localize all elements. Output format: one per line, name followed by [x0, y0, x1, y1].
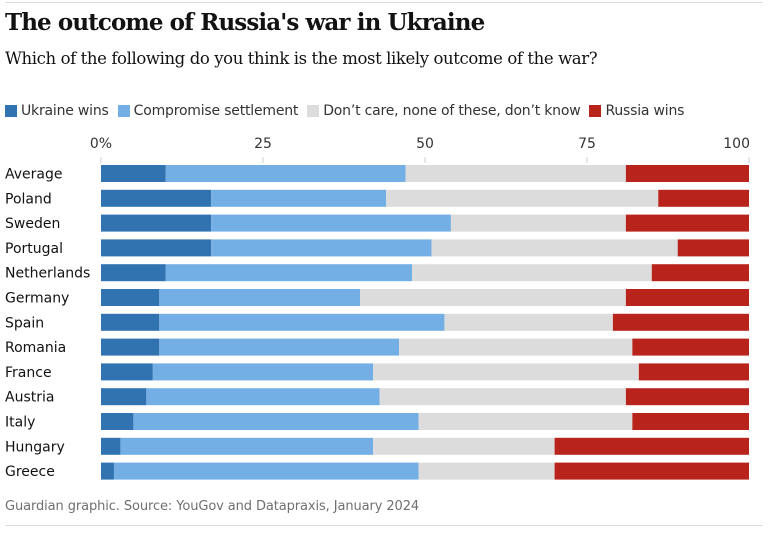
bar-segment-don-t-care-none-of-these-don-t-know: [373, 363, 639, 381]
bar-segment-russia-wins: [554, 462, 749, 480]
legend-swatch: [117, 105, 130, 117]
bottom-rule: [5, 525, 763, 526]
bar-segment-russia-wins: [612, 313, 749, 331]
legend-label: Compromise settlement: [133, 103, 299, 119]
x-tick-label: 0%: [90, 136, 112, 152]
bar-segment-compromise-settlement: [159, 313, 445, 331]
bar-segment-russia-wins: [625, 165, 749, 182]
category-label: Portugal: [5, 241, 63, 257]
bar-segment-compromise-settlement: [152, 363, 374, 381]
bar-segment-ukraine-wins: [101, 189, 212, 207]
legend-item-dont-know: Don’t care, none of these, don’t know: [307, 103, 581, 119]
top-rule: [5, 2, 763, 3]
legend-swatch: [307, 105, 320, 117]
bar-segment-don-t-care-none-of-these-don-t-know: [373, 437, 555, 455]
bar-segment-compromise-settlement: [146, 388, 380, 406]
category-label: Italy: [5, 415, 35, 431]
bar-segment-ukraine-wins: [101, 165, 166, 182]
bar-segment-don-t-care-none-of-these-don-t-know: [431, 239, 678, 257]
bar-segment-compromise-settlement: [159, 289, 361, 306]
bar-segment-ukraine-wins: [101, 313, 160, 331]
bar-segment-compromise-settlement: [133, 413, 419, 430]
bar-segment-don-t-care-none-of-these-don-t-know: [379, 388, 626, 406]
bar-segment-compromise-settlement: [113, 462, 419, 480]
bar-segment-ukraine-wins: [101, 413, 134, 430]
category-label: Germany: [5, 291, 69, 307]
bar-segment-ukraine-wins: [101, 363, 153, 381]
bar-segment-russia-wins: [638, 363, 749, 381]
bar-segment-compromise-settlement: [159, 338, 400, 356]
bar-segment-compromise-settlement: [165, 264, 413, 282]
bar-segment-russia-wins: [677, 239, 749, 257]
legend-label: Russia wins: [605, 103, 685, 119]
legend-swatch: [5, 105, 17, 117]
bar-segment-ukraine-wins: [101, 264, 166, 282]
bar-segment-don-t-care-none-of-these-don-t-know: [418, 462, 555, 480]
chart-subtitle: Which of the following do you think is t…: [5, 49, 598, 68]
bar-segment-don-t-care-none-of-these-don-t-know: [418, 413, 633, 430]
source-note: Guardian graphic. Source: YouGov and Dat…: [5, 499, 420, 514]
bar-segment-don-t-care-none-of-these-don-t-know: [444, 313, 613, 331]
bar-segment-don-t-care-none-of-these-don-t-know: [450, 214, 626, 232]
bar-segment-russia-wins: [554, 437, 749, 455]
category-label: France: [5, 365, 52, 381]
category-label: Greece: [5, 464, 55, 480]
legend-label: Ukraine wins: [21, 103, 109, 119]
category-label: Average: [5, 167, 63, 183]
legend-item-ukraine-wins: Ukraine wins: [5, 103, 109, 119]
bar-segment-compromise-settlement: [211, 214, 451, 232]
bar-segment-don-t-care-none-of-these-don-t-know: [399, 338, 633, 356]
chart-title: The outcome of Russia's war in Ukraine: [5, 9, 485, 36]
bar-segment-ukraine-wins: [101, 239, 212, 257]
category-label: Romania: [5, 340, 66, 356]
legend-item-compromise-settlement: Compromise settlement: [117, 103, 299, 119]
category-label: Poland: [5, 191, 52, 207]
bar-segment-ukraine-wins: [101, 338, 160, 356]
category-label: Sweden: [5, 216, 60, 232]
bar-segment-russia-wins: [632, 413, 749, 430]
bar-segment-compromise-settlement: [211, 239, 432, 257]
category-label: Netherlands: [5, 266, 90, 282]
bar-segment-russia-wins: [625, 214, 749, 232]
bar-segment-compromise-settlement: [165, 165, 406, 182]
legend-item-russia-wins: Russia wins: [589, 103, 684, 119]
bar-segment-ukraine-wins: [101, 388, 147, 406]
bar-segment-ukraine-wins: [101, 437, 121, 455]
bar-segment-don-t-care-none-of-these-don-t-know: [386, 189, 659, 207]
legend-swatch: [589, 105, 602, 117]
bar-segment-russia-wins: [625, 289, 749, 306]
x-tick-label: 100: [723, 136, 750, 152]
x-tick-label: 75: [578, 136, 596, 152]
bar-segment-don-t-care-none-of-these-don-t-know: [412, 264, 652, 282]
bar-segment-russia-wins: [651, 264, 749, 282]
bar-segment-ukraine-wins: [101, 214, 212, 232]
bar-segment-ukraine-wins: [101, 462, 114, 480]
bar-segment-compromise-settlement: [120, 437, 374, 455]
category-label: Hungary: [5, 439, 65, 455]
legend-label: Don’t care, none of these, don’t know: [323, 103, 581, 119]
bar-segment-don-t-care-none-of-these-don-t-know: [360, 289, 626, 306]
bar-segment-compromise-settlement: [211, 189, 387, 207]
x-tick-label: 25: [254, 136, 272, 152]
x-tick-label: 50: [416, 136, 434, 152]
legend: Ukraine wins Compromise settlement Don’t…: [5, 103, 693, 119]
bar-segment-russia-wins: [632, 338, 749, 356]
bar-segment-don-t-care-none-of-these-don-t-know: [405, 165, 626, 182]
category-label: Austria: [5, 390, 54, 406]
category-label: Spain: [5, 315, 44, 331]
bar-segment-russia-wins: [625, 388, 749, 406]
bar-segment-russia-wins: [658, 189, 749, 207]
bar-segment-ukraine-wins: [101, 289, 160, 306]
